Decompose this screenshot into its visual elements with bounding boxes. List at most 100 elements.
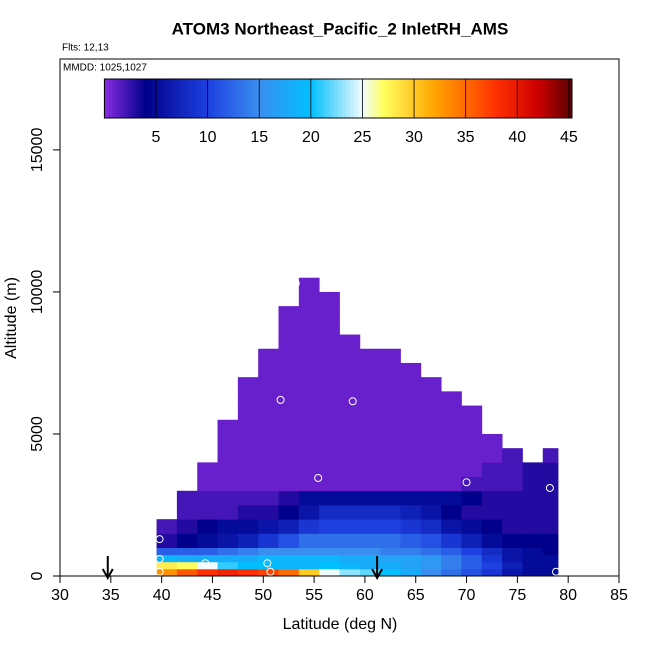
colorbar-swatch — [431, 79, 437, 118]
colorbar-swatch — [334, 79, 339, 118]
heat-cell — [380, 433, 401, 449]
colorbar-swatch — [197, 79, 203, 118]
colorbar-swatch — [357, 79, 363, 118]
heat-cell — [278, 320, 300, 335]
heat-cell — [237, 391, 259, 406]
colorbar-tick-label: 25 — [354, 129, 372, 146]
x-tick-label: 30 — [51, 587, 69, 604]
colorbar-swatch — [408, 79, 413, 118]
heat-cell — [278, 554, 300, 563]
colorbar-swatch — [186, 79, 191, 118]
heat-cell — [420, 568, 442, 577]
colorbar-swatch — [536, 79, 542, 118]
colorbar-swatch — [166, 79, 172, 118]
colorbar-swatch — [548, 79, 554, 118]
heat-cell — [400, 448, 422, 463]
heat-cell — [278, 462, 300, 477]
heat-cell — [298, 277, 320, 293]
colorbar-swatch — [381, 79, 386, 118]
heat-cell — [481, 533, 503, 548]
heat-cell — [197, 490, 218, 506]
heat-cell — [339, 348, 361, 364]
heat-cell — [278, 490, 300, 506]
x-tick-label: 35 — [102, 587, 120, 604]
heat-cell — [156, 568, 178, 577]
heat-cell — [156, 547, 178, 556]
heat-cell — [339, 554, 361, 563]
heat-cell — [542, 533, 559, 548]
heat-cell — [522, 504, 544, 520]
colorbar-swatch — [525, 79, 530, 118]
colorbar-tick-label: 40 — [508, 129, 526, 146]
heat-cell — [359, 547, 381, 556]
heat-cell — [278, 476, 300, 492]
colorbar-swatch — [275, 79, 281, 118]
heat-cell — [359, 476, 381, 492]
heat-cell — [176, 547, 198, 556]
heat-cell — [400, 362, 422, 378]
colorbar-swatch — [560, 79, 565, 118]
heat-cell — [502, 568, 523, 577]
colorbar-swatch — [244, 79, 250, 118]
heat-cell — [339, 448, 361, 463]
colorbar-swatch — [482, 79, 487, 118]
heat-cell — [258, 405, 279, 421]
sample-point — [155, 554, 164, 563]
heat-cell — [461, 419, 483, 435]
colorbar-swatch — [513, 79, 518, 118]
heat-cell — [481, 476, 503, 492]
x-tick-label: 55 — [305, 587, 323, 604]
heat-cell — [217, 547, 239, 556]
heat-cell — [380, 362, 401, 378]
heat-cell — [197, 547, 218, 556]
heat-cell — [298, 504, 320, 520]
colorbar-swatch — [155, 79, 160, 118]
colorbar-swatch — [314, 79, 320, 118]
heat-cell — [400, 568, 422, 577]
heat-cell — [319, 504, 340, 520]
heat-cell — [380, 533, 401, 548]
heat-cell — [298, 362, 320, 378]
heat-cell — [156, 533, 178, 548]
colorbar-frame — [103, 78, 573, 119]
heat-cell — [197, 533, 218, 548]
heat-cell — [258, 391, 279, 406]
colorbar-swatch — [404, 79, 409, 118]
colorbar-tick-label: 35 — [457, 129, 475, 146]
heat-cell — [237, 554, 259, 563]
heat-cell — [298, 490, 320, 506]
heat-cell — [502, 547, 523, 556]
heat-cell — [237, 419, 259, 435]
heat-cell — [461, 504, 483, 520]
heat-cell — [319, 291, 340, 307]
plot-frame — [59, 58, 620, 577]
arrow — [101, 556, 114, 581]
heat-cell — [156, 554, 178, 563]
colorbar-swatch — [435, 79, 441, 118]
heat-cell — [339, 433, 361, 449]
heat-cell — [339, 377, 361, 392]
heat-cell — [258, 547, 279, 556]
heat-cell — [278, 419, 300, 435]
x-tick-label: 80 — [559, 587, 577, 604]
colorbar-swatch — [466, 79, 472, 118]
heat-cell — [298, 476, 320, 492]
heat-cell — [339, 519, 361, 534]
colorbar-swatch — [326, 79, 331, 118]
colorbar-swatch — [540, 79, 546, 118]
heat-cell — [380, 547, 401, 556]
colorbar-tick-label: 45 — [560, 129, 578, 146]
heat-cell — [522, 490, 544, 506]
colorbar-swatch — [260, 79, 265, 118]
heat-cell — [237, 533, 259, 548]
heat-cell — [319, 306, 340, 321]
colorbar-swatch — [131, 79, 137, 118]
heat-cell — [176, 490, 198, 506]
arrow-head — [371, 568, 383, 581]
heat-cell — [522, 561, 544, 570]
colorbar-swatch — [108, 79, 113, 118]
heat-cell — [441, 448, 462, 463]
colorbar-swatch — [330, 79, 335, 118]
heat-cell — [441, 568, 462, 577]
heat-cell — [359, 561, 381, 570]
